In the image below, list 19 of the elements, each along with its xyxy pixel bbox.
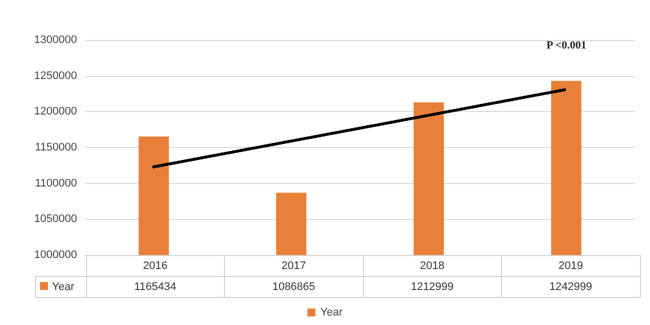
annotation: P <0.001	[546, 40, 586, 52]
line-series	[152, 88, 568, 168]
data-label: 1165434	[86, 276, 224, 298]
data-label: 1086865	[224, 276, 363, 298]
y-tick-label: 1200000	[34, 106, 77, 118]
text: Year	[52, 281, 74, 293]
y-tick-label: 1100000	[34, 177, 77, 190]
data-label: 1212999	[363, 276, 502, 298]
y-tick-label: 1300000	[34, 34, 77, 46]
x-tick-label: 2018	[363, 256, 502, 276]
x-tick-label: 2016	[86, 256, 224, 276]
y-tick-label: 1050000	[34, 213, 77, 226]
data-label: 1242999	[502, 276, 640, 298]
x-tick-label: 2019	[502, 256, 640, 276]
y-tick-label: 1000000	[34, 249, 77, 261]
y-tick-label: 1250000	[34, 70, 77, 82]
x-tick-label: 2017	[224, 256, 363, 276]
legend-label: Year	[320, 306, 343, 318]
y-tick-label: 1150000	[34, 142, 77, 154]
